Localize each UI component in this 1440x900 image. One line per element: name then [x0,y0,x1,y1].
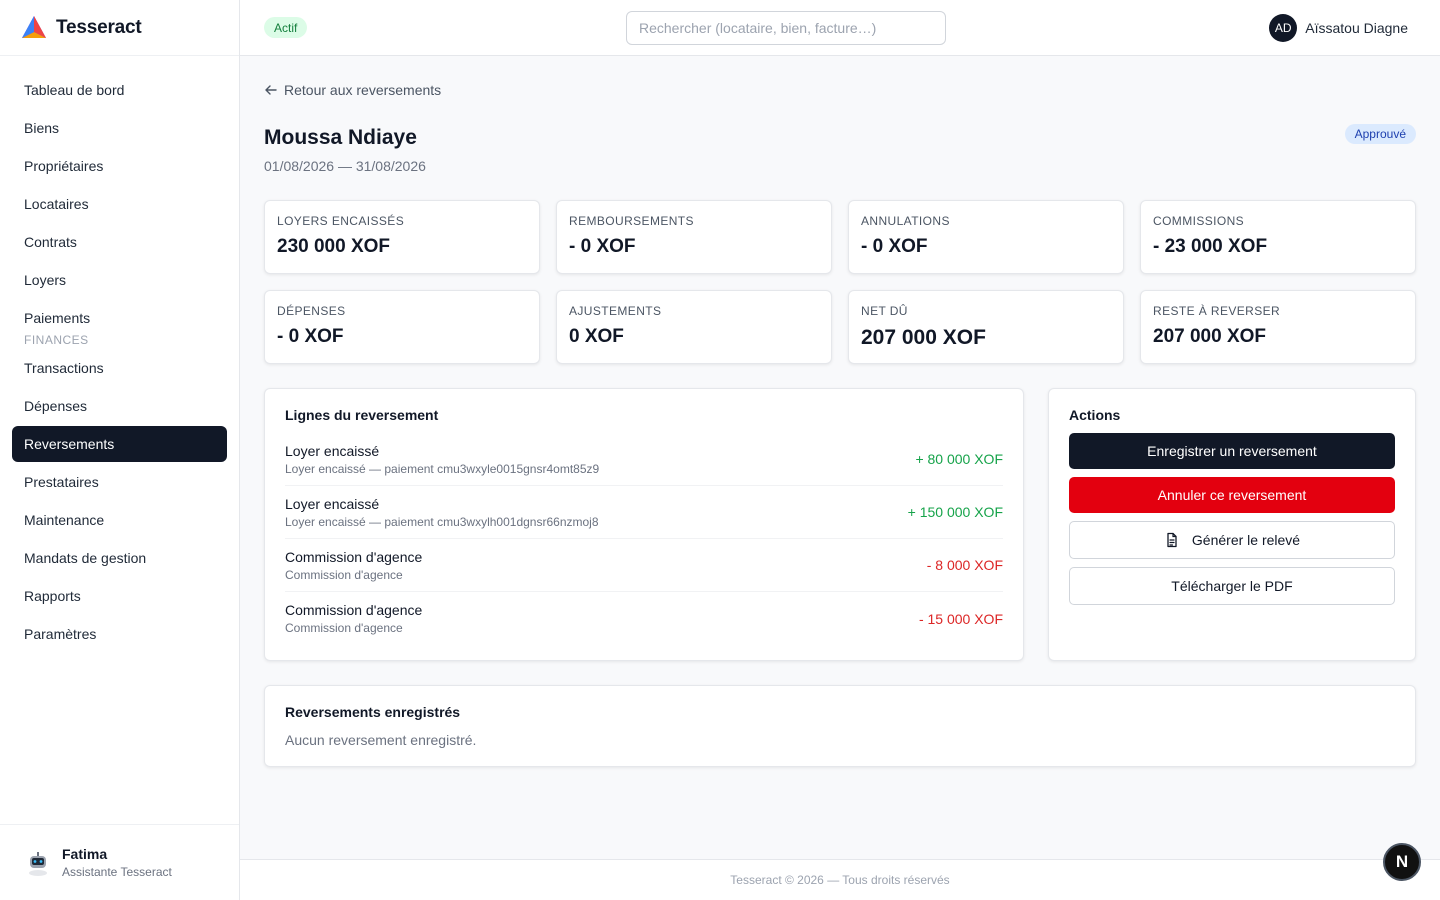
kpi-card-net-du: NET DÛ 207 000 XOF [848,290,1124,364]
tesseract-logo-icon [22,15,46,38]
sidebar-item-reversements[interactable]: Reversements [12,426,227,462]
kpi-grid: LOYERS ENCAISSÉS 230 000 XOF REMBOURSEME… [264,200,1416,364]
line-subtitle: Loyer encaissé — paiement cmu3wxylh001dg… [285,514,599,529]
list-item: Commission d'agence Commission d'agence … [285,592,1003,645]
list-item: Commission d'agence Commission d'agence … [285,539,1003,592]
kpi-card-ajustements: AJUSTEMENTS 0 XOF [556,290,832,364]
lines-card-title: Lignes du reversement [285,407,439,423]
kpi-value: - 0 XOF [569,236,636,257]
record-payout-button[interactable]: Enregistrer un reversement [1069,433,1395,469]
assistant-role: Assistante Tesseract [62,865,172,879]
sidebar-item-rapports[interactable]: Rapports [24,588,81,604]
sidebar-item-dashboard[interactable]: Tableau de bord [24,82,125,98]
list-item: Loyer encaissé Loyer encaissé — paiement… [285,486,1003,539]
kpi-label: AJUSTEMENTS [569,304,662,318]
sidebar: Tesseract Tableau de bord Biens Propriét… [0,0,240,900]
back-link-label: Retour aux reversements [284,82,442,98]
sidebar-nav: Tableau de bord Biens Propriétaires Loca… [12,72,227,654]
cancel-payout-button[interactable]: Annuler ce reversement [1069,477,1395,513]
app-logo[interactable]: Tesseract [0,0,239,56]
registered-payouts-card: Reversements enregistrés Aucun reverseme… [264,685,1416,767]
kpi-label: LOYERS ENCAISSÉS [277,214,405,228]
sidebar-item-maintenance[interactable]: Maintenance [24,512,105,528]
sidebar-item-parametres[interactable]: Paramètres [24,626,97,642]
kpi-value: - 23 000 XOF [1153,236,1268,257]
sidebar-item-mandats[interactable]: Mandats de gestion [24,550,147,566]
kpi-card-annulations: ANNULATIONS - 0 XOF [848,200,1124,274]
sidebar-item-locataires[interactable]: Locataires [24,196,89,212]
sidebar-item-transactions[interactable]: Transactions [24,360,104,376]
kpi-label: ANNULATIONS [861,214,950,228]
sidebar-item-paiements[interactable]: Paiements [24,310,91,326]
registered-card-title: Reversements enregistrés [285,704,461,720]
user-name: Aïssatou Diagne [1305,20,1408,36]
kpi-label: DÉPENSES [277,304,346,318]
line-subtitle: Commission d'agence [285,567,403,582]
kpi-card-commissions: COMMISSIONS - 23 000 XOF [1140,200,1416,274]
kpi-card-reste: RESTE À REVERSER 207 000 XOF [1140,290,1416,364]
line-title: Loyer encaissé [285,495,380,512]
sidebar-item-prestataires[interactable]: Prestataires [24,474,99,490]
sidebar-item-loyers[interactable]: Loyers [24,272,67,288]
line-subtitle: Commission d'agence [285,621,403,635]
line-title: Commission d'agence [285,548,423,565]
kpi-card-depenses: DÉPENSES - 0 XOF [264,290,540,364]
sidebar-item-depenses[interactable]: Dépenses [24,398,88,414]
sidebar-section-finances: FINANCES [24,333,89,347]
assistant-widget[interactable]: Fatima Assistante Tesseract [0,824,239,900]
generate-statement-button[interactable]: Générer le relevé [1069,521,1395,559]
line-title: Loyer encaissé [285,442,380,459]
topbar: Actif AD Aïssatou Diagne [240,0,1440,56]
actions-card-title: Actions [1069,407,1121,423]
actions-card: Actions Enregistrer un reversement Annul… [1048,388,1416,661]
arrow-left-icon [265,85,277,95]
sidebar-item-proprietaires[interactable]: Propriétaires [24,158,104,174]
kpi-card-remboursements: REMBOURSEMENTS - 0 XOF [556,200,832,274]
line-title: Commission d'agence [285,602,423,618]
lines-list: Loyer encaissé Loyer encaissé — paiement… [285,433,1003,645]
status-badge: Approuvé [1344,124,1416,144]
lines-card: Lignes du reversement Loyer encaissé Loy… [264,388,1024,661]
kpi-value: 0 XOF [569,326,624,347]
kpi-card-loyers: LOYERS ENCAISSÉS 230 000 XOF [264,200,540,274]
status-badge-actif: Actif [264,17,308,38]
kpi-label: COMMISSIONS [1153,214,1245,228]
app-name: Tesseract [56,16,142,38]
kpi-value: - 0 XOF [277,326,344,347]
sidebar-item-contrats[interactable]: Contrats [24,234,77,250]
line-amount: - 8 000 XOF [926,557,1003,573]
line-amount: + 150 000 XOF [907,504,1003,520]
avatar: AD [1269,14,1298,42]
line-amount: - 15 000 XOF [918,610,1003,627]
period-range: 01/08/2026 — 31/08/2026 [264,158,426,174]
empty-state-text: Aucun reversement enregistré. [285,732,477,748]
back-link[interactable]: Retour aux reversements [264,82,441,98]
download-pdf-button[interactable]: Télécharger le PDF [1069,567,1395,605]
generate-statement-label: Générer le relevé [1191,532,1301,548]
list-item: Loyer encaissé Loyer encaissé — paiement… [285,433,1003,486]
line-subtitle: Loyer encaissé — paiement cmu3wxyle0015g… [285,461,600,476]
kpi-label: NET DÛ [861,304,908,318]
search-input[interactable] [626,11,946,45]
assistant-name: Fatima [62,846,108,862]
footer: Tesseract © 2026 — Tous droits réservés [240,859,1440,900]
kpi-value: 207 000 XOF [861,326,986,349]
kpi-label: REMBOURSEMENTS [569,214,694,228]
user-menu[interactable]: AD Aïssatou Diagne [1269,14,1408,42]
document-icon [1167,532,1177,548]
line-amount: + 80 000 XOF [915,451,1003,467]
dev-tools-badge[interactable]: N [1383,843,1421,881]
kpi-label: RESTE À REVERSER [1153,304,1281,318]
assistant-bot-icon [29,851,47,876]
kpi-value: 207 000 XOF [1153,326,1267,347]
kpi-value: 230 000 XOF [277,236,391,257]
kpi-value: - 0 XOF [861,236,928,257]
page-title: Moussa Ndiaye [264,126,417,149]
sidebar-item-biens[interactable]: Biens [24,120,60,136]
